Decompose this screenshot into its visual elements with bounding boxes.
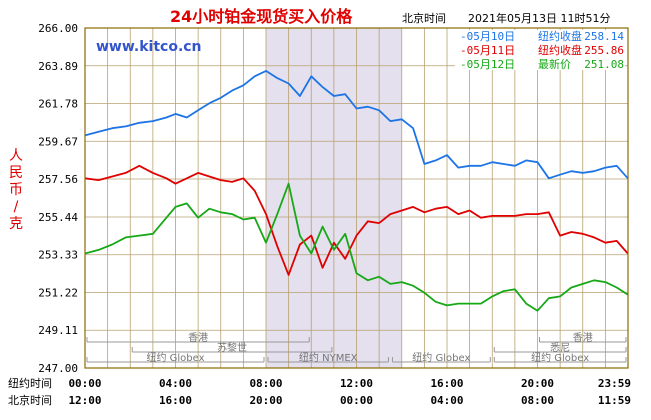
x-tick-label-bj: 16:00 <box>159 394 192 407</box>
y-tick-label: 247.00 <box>38 362 78 375</box>
session-label: 苏黎世 <box>217 341 247 354</box>
y-tick-label: 266.00 <box>38 22 78 35</box>
session-band: 香港 <box>86 332 310 344</box>
legend-stat-value: 258.14 <box>584 30 624 43</box>
y-axis-label-char: 人 <box>9 148 23 164</box>
legend-stat-label: 纽约收盘 <box>538 29 582 43</box>
session-band: 纽约 Globex <box>391 351 491 364</box>
y-axis-label-char: 克 <box>9 216 23 232</box>
x-axis-label-bj: 北京时间 <box>8 393 52 407</box>
session-label: 纽约 Globex <box>146 351 204 364</box>
session-label: 纽约 NYMEX <box>299 351 358 364</box>
session-band: 香港 <box>539 332 627 344</box>
timestamp: 2021年05月13日 11时51分 <box>468 11 610 25</box>
x-tick-labels: 00:00 12:00 04:00 16:00 08:00 20:00 12:00 00:00… <box>68 377 631 407</box>
session-label: 悉尼 <box>550 342 570 354</box>
x-tick-label-ny: 20:00 <box>521 377 554 390</box>
session-band: 纽约 NYMEX <box>267 351 389 364</box>
x-tick-label-ny: 12:00 <box>340 377 373 390</box>
legend-entry-2: -05月11日 纽约收盘 255.86 <box>460 43 624 57</box>
y-tick-label: 253.33 <box>38 249 78 262</box>
legend-box <box>455 30 625 70</box>
x-tick-label-bj: 12:00 <box>68 394 101 407</box>
y-tick-label: 257.56 <box>38 173 78 186</box>
website-watermark: www.kitco.cn <box>96 39 202 55</box>
x-tick-label-bj: 20:00 <box>249 394 282 407</box>
x-tick-label-ny: 00:00 <box>68 377 101 390</box>
x-tick-label-bj: 00:00 <box>340 394 373 407</box>
y-tick-label: 249.11 <box>38 324 78 337</box>
y-axis-label-char: 民 <box>9 165 23 181</box>
session-band: 纽约 Globex <box>86 351 265 364</box>
legend-name: -05月10日 <box>460 30 515 43</box>
timezone-label: 北京时间 <box>402 11 446 25</box>
session-label: 纽约 Globex <box>531 351 589 364</box>
session-label: 香港 <box>188 332 208 344</box>
series-line-1 <box>84 70 629 180</box>
x-tick-label-bj: 11:59 <box>598 394 631 407</box>
session-label: 香港 <box>573 332 593 344</box>
y-axis-label: 人民币/克 <box>9 148 23 232</box>
legend: -05月10日 纽约收盘 258.14-05月11日 纽约收盘 255.86-05月12… <box>460 29 624 71</box>
x-tick-label-ny: 04:00 <box>159 377 192 390</box>
y-tick-labels: 266.00 263.89 261.78 259.67 257.56 255.44 253.… <box>38 22 78 375</box>
price-series <box>84 70 629 312</box>
y-tick-label: 263.89 <box>38 60 78 73</box>
x-tick-label-ny: 08:00 <box>249 377 282 390</box>
legend-entry-1: -05月10日 纽约收盘 258.14 <box>460 29 624 43</box>
x-tick-label-bj: 04:00 <box>430 394 463 407</box>
session-band: 苏黎世 <box>131 341 333 354</box>
x-tick-label-bj: 08:00 <box>521 394 554 407</box>
y-tick-label: 259.67 <box>38 135 78 148</box>
y-axis-label-char: 币 <box>9 182 23 198</box>
legend-name: -05月11日 <box>460 44 515 57</box>
x-tick-label-ny: 16:00 <box>430 377 463 390</box>
legend-stat-value: 255.86 <box>584 44 624 57</box>
legend-stat-label: 最新价 <box>538 57 571 71</box>
session-label: 纽约 Globex <box>412 351 470 364</box>
session-band: 纽约 Globex <box>493 351 627 364</box>
y-tick-label: 251.22 <box>38 286 78 299</box>
x-axis-label-ny: 纽约时间 <box>8 376 52 390</box>
y-tick-label: 255.44 <box>38 211 78 224</box>
series-line-2 <box>84 164 629 276</box>
legend-stat-label: 纽约收盘 <box>538 43 582 57</box>
chart-title: 24小时铂金现货买入价格 <box>170 7 353 26</box>
x-tick-label-ny: 23:59 <box>598 377 631 390</box>
plot-frame <box>84 27 629 369</box>
series-line-3 <box>84 182 629 312</box>
legend-name: -05月12日 <box>460 58 515 71</box>
y-tick-label: 261.78 <box>38 98 78 111</box>
legend-entry-3: -05月12日 最新价 251.08 <box>460 57 624 71</box>
session-band: 悉尼 <box>493 342 627 354</box>
y-axis-label-char: / <box>14 199 19 215</box>
legend-stat-value: 251.08 <box>584 58 624 71</box>
